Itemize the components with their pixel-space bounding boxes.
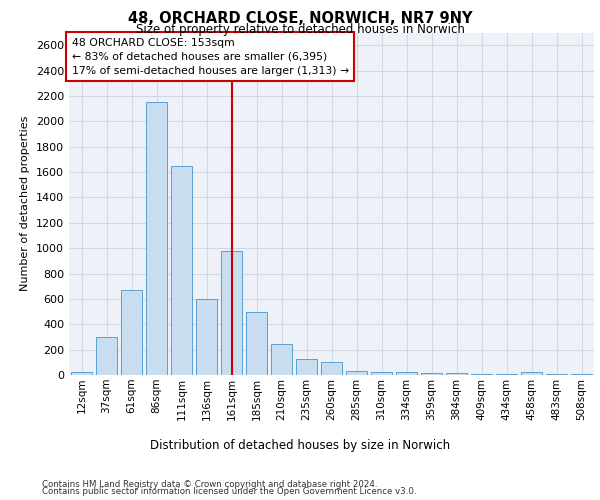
- Text: 48 ORCHARD CLOSE: 153sqm
← 83% of detached houses are smaller (6,395)
17% of sem: 48 ORCHARD CLOSE: 153sqm ← 83% of detach…: [71, 38, 349, 76]
- Bar: [496, 374, 517, 375]
- Bar: [246, 312, 267, 375]
- Bar: [446, 373, 467, 375]
- Bar: [146, 102, 167, 375]
- Bar: [471, 374, 492, 375]
- Bar: [371, 372, 392, 375]
- Bar: [296, 359, 317, 375]
- Text: Distribution of detached houses by size in Norwich: Distribution of detached houses by size …: [150, 440, 450, 452]
- Y-axis label: Number of detached properties: Number of detached properties: [20, 116, 31, 292]
- Bar: [121, 290, 142, 375]
- Text: 48, ORCHARD CLOSE, NORWICH, NR7 9NY: 48, ORCHARD CLOSE, NORWICH, NR7 9NY: [128, 11, 472, 26]
- Bar: [396, 372, 417, 375]
- Bar: [196, 299, 217, 375]
- Bar: [546, 374, 567, 375]
- Bar: [71, 372, 92, 375]
- Bar: [421, 373, 442, 375]
- Text: Contains public sector information licensed under the Open Government Licence v3: Contains public sector information licen…: [42, 487, 416, 496]
- Text: Contains HM Land Registry data © Crown copyright and database right 2024.: Contains HM Land Registry data © Crown c…: [42, 480, 377, 489]
- Bar: [346, 370, 367, 375]
- Bar: [96, 337, 117, 375]
- Bar: [521, 372, 542, 375]
- Bar: [571, 374, 592, 375]
- Text: Size of property relative to detached houses in Norwich: Size of property relative to detached ho…: [136, 22, 464, 36]
- Bar: [271, 344, 292, 375]
- Bar: [321, 362, 342, 375]
- Bar: [221, 250, 242, 375]
- Bar: [171, 166, 192, 375]
